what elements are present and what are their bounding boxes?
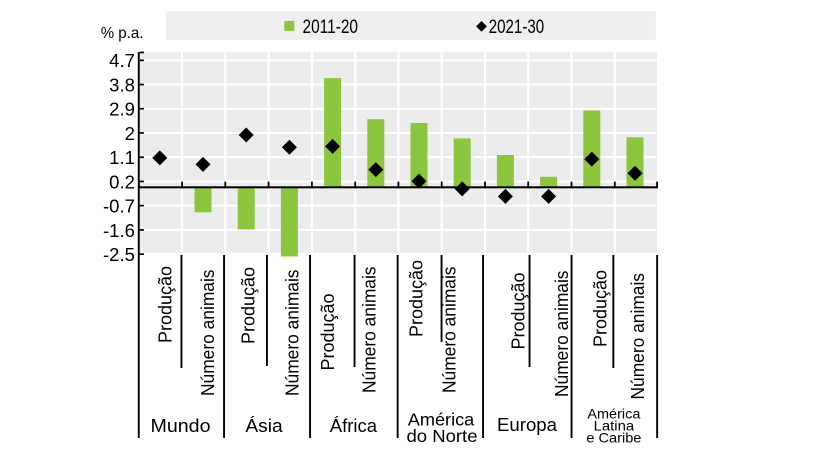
svg-text:Número animais: Número animais	[198, 270, 218, 397]
svg-text:Produção: Produção	[239, 267, 259, 344]
svg-text:% p.a.: % p.a.	[101, 25, 144, 42]
svg-text:-2.5: -2.5	[103, 244, 135, 265]
svg-text:Número animais: Número animais	[282, 270, 302, 397]
svg-text:2021-30: 2021-30	[489, 16, 545, 38]
svg-text:e Caribe: e Caribe	[586, 430, 641, 446]
svg-text:-0.7: -0.7	[103, 196, 135, 217]
svg-text:-1.6: -1.6	[103, 220, 135, 241]
svg-text:Número animais: Número animais	[628, 273, 648, 400]
svg-text:Ásia: Ásia	[245, 415, 283, 436]
svg-text:Mundo: Mundo	[151, 415, 211, 436]
svg-text:África: África	[330, 415, 378, 436]
svg-text:Número animais: Número animais	[552, 271, 572, 398]
svg-text:3.8: 3.8	[109, 74, 135, 95]
svg-text:Produção: Produção	[590, 270, 610, 347]
svg-text:2.9: 2.9	[109, 99, 135, 120]
svg-text:0.2: 0.2	[109, 171, 135, 192]
svg-text:América: América	[587, 406, 640, 422]
svg-text:Número animais: Número animais	[440, 267, 460, 394]
svg-text:2: 2	[125, 123, 135, 144]
svg-text:Latina: Latina	[594, 418, 635, 434]
svg-text:Produção: Produção	[509, 273, 529, 350]
svg-text:do Norte: do Norte	[407, 426, 478, 446]
svg-text:2011-20: 2011-20	[303, 16, 359, 38]
svg-text:Produção: Produção	[407, 260, 427, 337]
svg-text:Produção: Produção	[318, 294, 338, 371]
svg-text:América: América	[408, 410, 475, 430]
svg-text:Número animais: Número animais	[360, 267, 380, 394]
svg-text:Europa: Europa	[497, 414, 558, 435]
svg-text:Produção: Produção	[155, 266, 175, 343]
svg-text:1.1: 1.1	[109, 147, 135, 168]
svg-text:4.7: 4.7	[109, 50, 135, 71]
